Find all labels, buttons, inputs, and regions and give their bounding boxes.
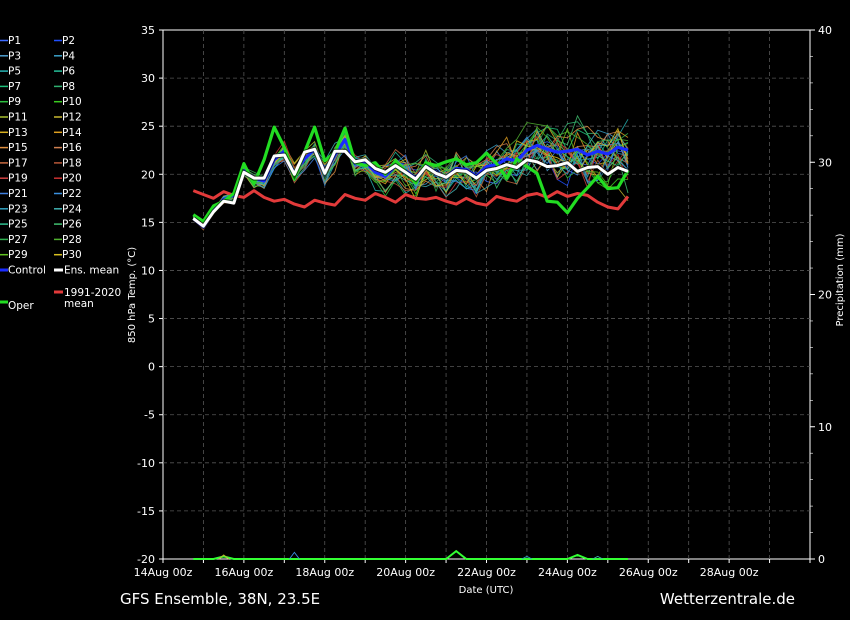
legend-entry: P15 — [8, 142, 28, 154]
y2-tick-label: 30 — [818, 156, 832, 169]
precip-line — [193, 549, 628, 560]
y-tick-label: -5 — [144, 409, 155, 422]
legend-entry: P7 — [8, 81, 21, 93]
legend-entry: P9 — [8, 96, 21, 108]
legend-entry: P13 — [8, 127, 28, 139]
y-tick-label: -20 — [137, 553, 155, 566]
legend-entry: P5 — [8, 66, 21, 78]
legend-entry: P16 — [62, 142, 82, 154]
y2-tick-label: 10 — [818, 421, 832, 434]
series-line-2 — [192, 189, 630, 211]
legend-entry: P17 — [8, 157, 28, 169]
x-tick-label: 14Aug 00z — [134, 566, 193, 579]
member-precip-line — [218, 554, 229, 560]
y-tick-label: 20 — [141, 168, 155, 181]
member-precip-line — [592, 555, 603, 560]
x-tick-label: 20Aug 00z — [376, 566, 435, 579]
y-tick-label: 5 — [148, 313, 155, 326]
legend-entry: P25 — [8, 219, 28, 231]
legend-entry: P18 — [62, 157, 82, 169]
legend-entry: P19 — [8, 173, 28, 185]
legend-entry: P22 — [62, 188, 82, 200]
legend-entry: P3 — [8, 50, 21, 62]
plot-area: 35 30 25 20 15 10 5 0 -5 -10 -15 -20 40 30 20 10 0 14Aug … — [134, 24, 832, 579]
y2-tick-label: 20 — [818, 289, 832, 302]
legend-entry: P11 — [8, 112, 28, 124]
footer-source: Wetterzentrale.de — [660, 590, 795, 608]
legend-entry: P14 — [62, 127, 82, 139]
legend-entry: P26 — [62, 219, 82, 231]
member-precip-line — [289, 551, 300, 560]
legend-entry: P29 — [8, 249, 28, 261]
legend-entry: P28 — [62, 234, 82, 246]
y-tick-label: 35 — [141, 24, 155, 37]
y2-tick-label: 0 — [818, 553, 825, 566]
chart-title: Athens (GR) 850 hPa Temp. & Precipitatio… — [156, 3, 715, 22]
legend-entry: P27 — [8, 234, 28, 246]
legend-entry: P30 — [62, 249, 82, 261]
legend-entry-oper: Oper — [8, 300, 34, 312]
y-tick-label: 15 — [141, 216, 155, 229]
x-tick-label: 22Aug 00z — [457, 566, 516, 579]
series-line-1 — [192, 147, 629, 228]
y-tick-label: 10 — [141, 264, 155, 277]
y-tick-label: 25 — [141, 120, 155, 133]
y-tick-label: -15 — [137, 505, 155, 518]
legend-entry: P23 — [8, 203, 28, 215]
footer-model-info: GFS Ensemble, 38N, 23.5E — [120, 590, 320, 608]
y2-axis-label: Precipitation (mm) — [835, 233, 846, 326]
y-tick-label: 0 — [148, 361, 155, 374]
legend-entry: P12 — [62, 112, 82, 124]
legend-entry-control: Control — [8, 265, 46, 277]
legend-entry: P8 — [62, 81, 75, 93]
x-tick-label: 24Aug 00z — [538, 566, 597, 579]
legend-entry-ens-mean: Ens. mean — [64, 265, 119, 277]
x-tick-label: 16Aug 00z — [215, 566, 274, 579]
member-precip-line — [521, 555, 533, 560]
x-axis-label: Date (UTC) — [459, 585, 514, 596]
x-tick-label: 26Aug 00z — [619, 566, 678, 579]
legend-entry-climate-1: 1991-2020 — [64, 287, 121, 299]
legend-entry: P2 — [62, 35, 75, 47]
y2-tick-label: 40 — [818, 24, 832, 37]
legend-entry: P4 — [62, 50, 75, 62]
legend-entry: P20 — [62, 173, 82, 185]
y-tick-label: -10 — [137, 457, 155, 470]
x-tick-label: 28Aug 00z — [700, 566, 759, 579]
x-tick-label: 18Aug 00z — [295, 566, 354, 579]
legend-entry: P24 — [62, 203, 82, 215]
legend-entry: P21 — [8, 188, 28, 200]
legend-entry: P1 — [8, 35, 21, 47]
y-tick-label: 30 — [141, 72, 155, 85]
y-axis-label: 850 hPa Temp. (°C) — [127, 247, 138, 343]
legend-entry-climate-2: mean — [64, 298, 94, 310]
legend: P1 P2 P3 P4 P5 P6 P7 P8 P9 P10 P11 P12 P13 P14 P15 P16 P… — [0, 35, 121, 312]
legend-entry: P10 — [62, 96, 82, 108]
legend-entry: P6 — [62, 66, 75, 78]
